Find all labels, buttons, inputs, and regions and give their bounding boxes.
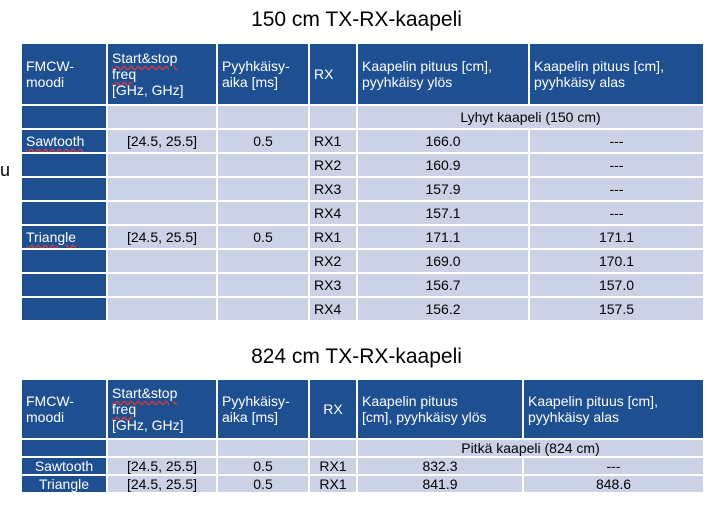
sweep-cell (216, 200, 310, 226)
length-down-cell: 171.1 (528, 224, 705, 250)
header-sweep-time: Pyyhkäisy-aika [ms] (216, 42, 310, 106)
table-row: RX4 157.1 --- (20, 200, 705, 226)
length-down-cell: 157.5 (528, 296, 705, 322)
mode-cell: Triangle (20, 474, 108, 494)
length-down-cell: --- (522, 456, 705, 476)
rx-cell: RX4 (308, 200, 358, 226)
header-length-up: Kaapelin pituus [cm], pyyhkäisy ylös (356, 378, 524, 440)
freq-cell (106, 152, 218, 178)
header-row: FMCW-moodi Start&stop freq [GHz, GHz] Pyyh… (20, 42, 705, 106)
freq-cell (106, 176, 218, 202)
freq-cell (106, 248, 218, 274)
header-mode: FMCW-moodi (20, 378, 108, 440)
freq-cell: [24.5, 25.5] (106, 474, 218, 494)
rx-cell: RX3 (308, 272, 358, 298)
mode-cell (20, 272, 108, 298)
short-cable-table: FMCW-moodi Start&stop freq [GHz, GHz] Pyyh… (20, 42, 705, 322)
table-row: Sawtooth [24.5, 25.5] 0.5 RX1 832.3 --- (20, 456, 705, 476)
section-row: Lyhyt kaapeli (150 cm) (20, 104, 705, 130)
length-down-cell: --- (528, 128, 705, 154)
table-row: Triangle [24.5, 25.5] 0.5 RX1 841.9 848.… (20, 474, 705, 494)
length-up-cell: 171.1 (356, 224, 530, 250)
header-length-up: Kaapelin pituus [cm], pyyhkäisy ylös (356, 42, 530, 106)
sweep-cell: 0.5 (216, 128, 310, 154)
mode-cell (20, 176, 108, 202)
length-up-cell: 157.9 (356, 176, 530, 202)
rx-cell: RX1 (308, 224, 358, 250)
freq-cell: [24.5, 25.5] (106, 128, 218, 154)
header-length-down: Kaapelin pituus [cm], pyyhkäisy alas (522, 378, 705, 440)
header-freq: Start&stop freq [GHz, GHz] (106, 42, 218, 106)
header-length-down: Kaapelin pituus [cm], pyyhkäisy alas (528, 42, 705, 106)
mode-cell: Sawtooth (20, 128, 108, 154)
table-row: RX3 156.7 157.0 (20, 272, 705, 298)
header-mode: FMCW-moodi (20, 42, 108, 106)
length-up-cell: 160.9 (356, 152, 530, 178)
sweep-cell: 0.5 (216, 224, 310, 250)
table-row: RX4 156.2 157.5 (20, 296, 705, 322)
length-down-cell: --- (528, 176, 705, 202)
mode-cell (20, 248, 108, 274)
freq-cell (106, 200, 218, 226)
rx-cell: RX4 (308, 296, 358, 322)
length-down-cell: 157.0 (528, 272, 705, 298)
freq-cell (106, 272, 218, 298)
stray-character: u (0, 160, 11, 180)
rx-cell: RX1 (308, 456, 358, 476)
rx-cell: RX1 (308, 474, 358, 494)
long-cable-table: FMCW-moodi Start&stop freq [GHz, GHz] Pyyh… (20, 378, 705, 494)
rx-cell: RX2 (308, 152, 358, 178)
section-label: Pitkä kaapeli (824 cm) (356, 438, 705, 458)
mode-cell: Triangle (20, 224, 108, 250)
sweep-cell (216, 152, 310, 178)
rx-cell: RX1 (308, 128, 358, 154)
rx-cell: RX3 (308, 176, 358, 202)
table2-title: 824 cm TX-RX-kaapeli (251, 345, 462, 368)
freq-cell: [24.5, 25.5] (106, 456, 218, 476)
freq-cell: [24.5, 25.5] (106, 224, 218, 250)
sweep-cell (216, 176, 310, 202)
length-up-cell: 832.3 (356, 456, 524, 476)
length-up-cell: 841.9 (356, 474, 524, 494)
sweep-cell (216, 272, 310, 298)
mode-cell (20, 152, 108, 178)
sweep-cell: 0.5 (216, 456, 310, 476)
section-row: Pitkä kaapeli (824 cm) (20, 438, 705, 458)
mode-cell: Sawtooth (20, 456, 108, 476)
header-rx: RX (308, 42, 358, 106)
header-row: FMCW-moodi Start&stop freq [GHz, GHz] Pyyh… (20, 378, 705, 440)
length-down-cell: --- (528, 200, 705, 226)
sweep-cell: 0.5 (216, 474, 310, 494)
rx-cell: RX2 (308, 248, 358, 274)
length-down-cell: 848.6 (522, 474, 705, 494)
section-label: Lyhyt kaapeli (150 cm) (356, 104, 705, 130)
sweep-cell (216, 296, 310, 322)
length-up-cell: 169.0 (356, 248, 530, 274)
header-rx: RX (308, 378, 358, 440)
length-up-cell: 157.1 (356, 200, 530, 226)
mode-cell (20, 200, 108, 226)
table-row: Sawtooth [24.5, 25.5] 0.5 RX1 166.0 --- (20, 128, 705, 154)
length-down-cell: 170.1 (528, 248, 705, 274)
table-row: RX2 169.0 170.1 (20, 248, 705, 274)
table-row: Triangle [24.5, 25.5] 0.5 RX1 171.1 171.… (20, 224, 705, 250)
length-up-cell: 156.2 (356, 296, 530, 322)
length-up-cell: 156.7 (356, 272, 530, 298)
length-up-cell: 166.0 (356, 128, 530, 154)
table-row: RX3 157.9 --- (20, 176, 705, 202)
header-sweep-time: Pyyhkäisy-aika [ms] (216, 378, 310, 440)
freq-cell (106, 296, 218, 322)
mode-cell (20, 296, 108, 322)
header-freq: Start&stop freq [GHz, GHz] (106, 378, 218, 440)
table-row: RX2 160.9 --- (20, 152, 705, 178)
table1-title: 150 cm TX-RX-kaapeli (251, 8, 462, 31)
length-down-cell: --- (528, 152, 705, 178)
sweep-cell (216, 248, 310, 274)
